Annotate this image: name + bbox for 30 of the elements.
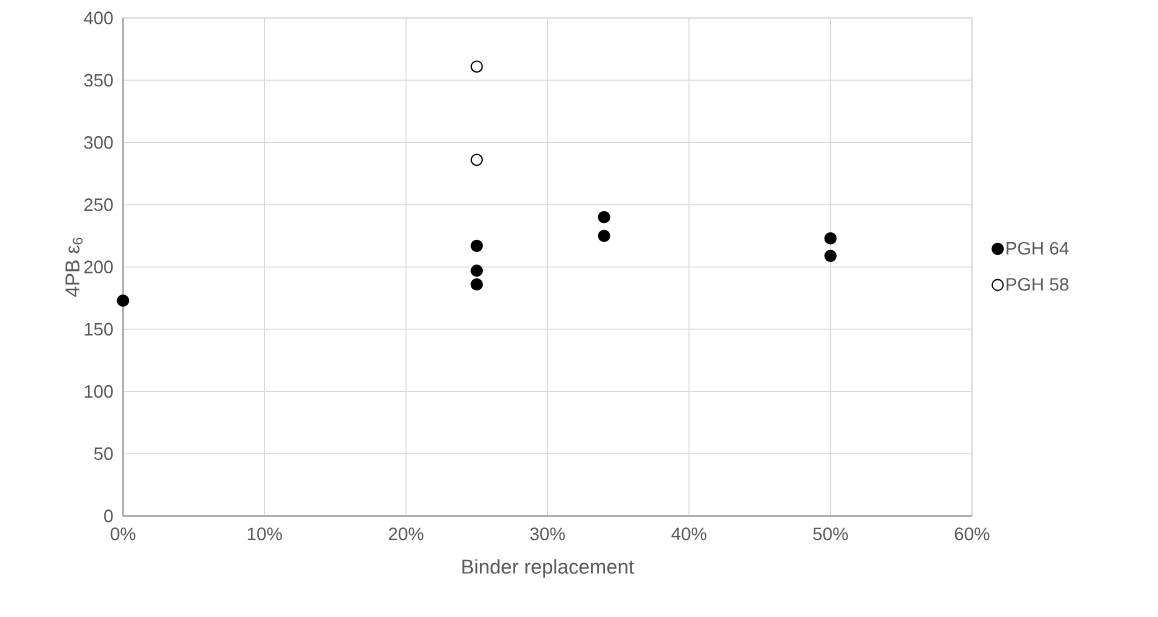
point: [470, 60, 483, 73]
point: [116, 294, 130, 307]
legend-label: PGH 64: [1006, 241, 1069, 255]
point: [824, 249, 837, 262]
y-tick-label: 200: [84, 260, 113, 274]
point: [824, 232, 837, 245]
point: [470, 239, 483, 252]
x-axis-title: Binder replacement: [462, 559, 635, 578]
y-tick-label: 50: [94, 447, 113, 461]
y-tick-label: 0: [104, 509, 113, 523]
x-tick-label: 30%: [530, 527, 565, 541]
y-tick-label: 300: [84, 136, 113, 149]
point: [597, 211, 611, 224]
y-tick-label: 400: [83, 11, 113, 25]
y-tick-label: 150: [84, 322, 113, 336]
legend-label: PGH 58: [1006, 277, 1069, 291]
y-tick-label: 250: [84, 198, 113, 212]
x-tick-label: 50%: [813, 527, 848, 541]
x-tick-label: 60%: [954, 527, 990, 541]
y-axis-title: 4PB ε$_{6}$: [65, 237, 83, 297]
y-tick-label: 100: [84, 385, 113, 398]
x-tick-label: 40%: [671, 527, 707, 541]
x-tick-label: 0%: [110, 527, 136, 541]
point: [470, 264, 483, 277]
point: [597, 229, 611, 243]
x-tick-label: 20%: [388, 527, 424, 541]
x-tick-label: 10%: [247, 527, 282, 541]
y-tick-label: 350: [84, 73, 113, 87]
point: [470, 278, 483, 291]
point: [470, 153, 483, 167]
